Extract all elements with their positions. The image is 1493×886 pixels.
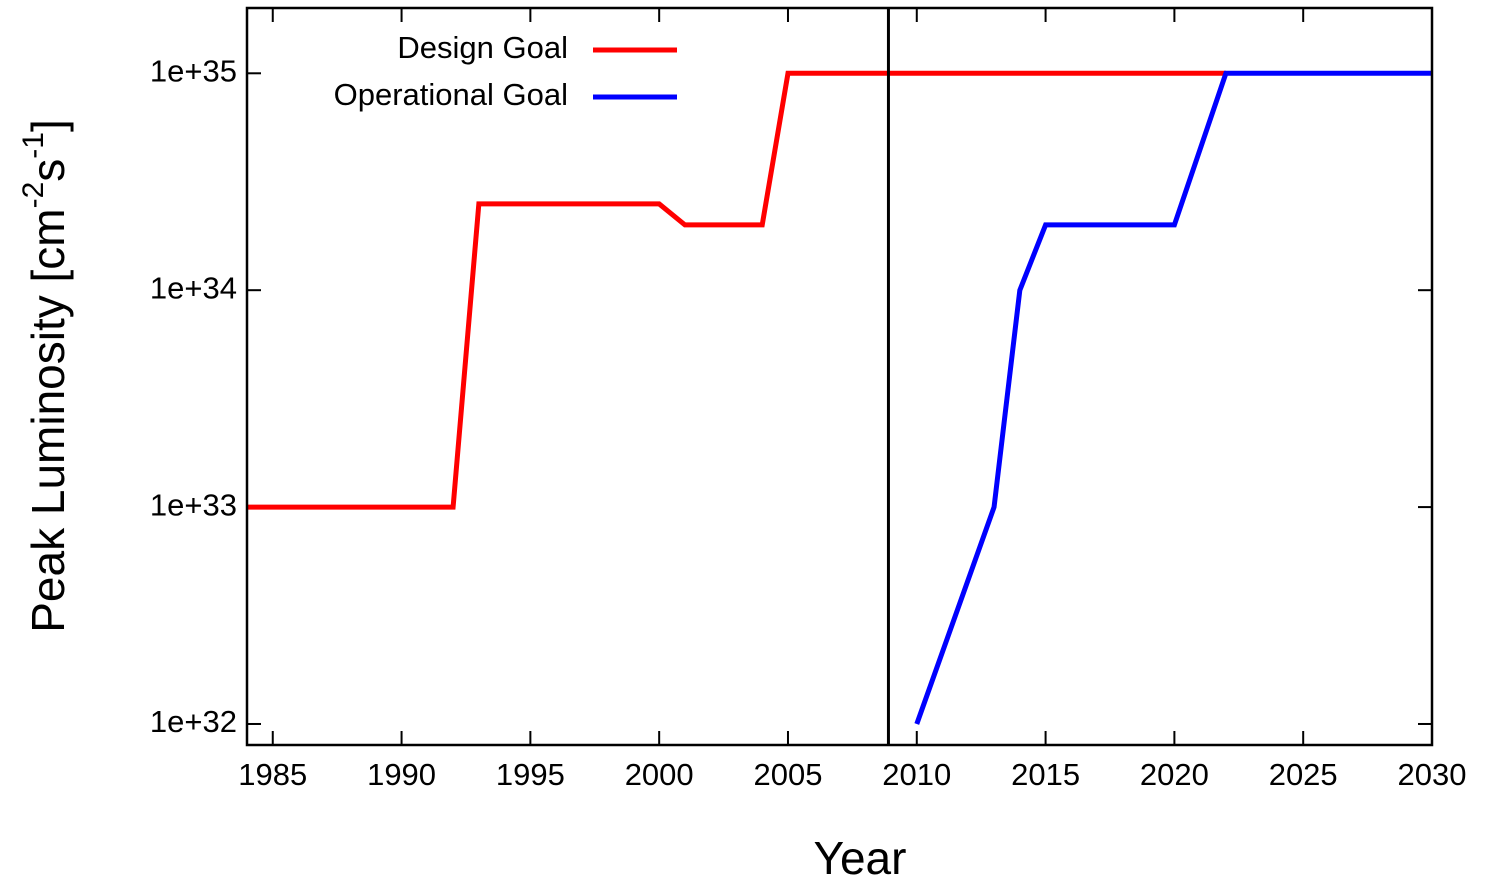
x-tick-label: 2015	[1011, 757, 1080, 792]
x-axis-label: Year	[814, 832, 907, 884]
y-tick-label: 1e+32	[150, 704, 237, 739]
x-tick-label: 2000	[625, 757, 694, 792]
y-axis-label: Peak Luminosity [cm-2s-1]	[17, 119, 74, 633]
plot	[247, 70, 1432, 725]
y-axis-label-part: -1	[17, 132, 50, 159]
x-tick-label: 2010	[882, 757, 951, 792]
x-tick-label: 1995	[496, 757, 565, 792]
y-axis-label-part: Peak Luminosity [cm	[22, 208, 74, 632]
y-tick-label: 1e+34	[150, 270, 237, 305]
x-tick-label: 2005	[753, 757, 822, 792]
line	[914, 70, 1432, 725]
y-axis-label-part: ]	[22, 119, 74, 132]
x-tick-label: 2020	[1140, 757, 1209, 792]
y-tick-label: 1e+35	[150, 53, 237, 88]
plot-frame	[245, 6, 1434, 747]
y-axis-label-part: s	[22, 159, 74, 182]
x-tick-label: 1990	[367, 757, 436, 792]
legend-label: Design Goal	[397, 30, 568, 65]
x-tick-label: 2030	[1398, 757, 1467, 792]
line	[247, 70, 1226, 510]
y-tick-label: 1e+33	[150, 487, 237, 522]
x-tick-label: 1985	[238, 757, 307, 792]
legend-label: Operational Goal	[334, 77, 568, 112]
x-tick-label: 2025	[1269, 757, 1338, 792]
y-axis-label-part: -2	[17, 182, 50, 209]
